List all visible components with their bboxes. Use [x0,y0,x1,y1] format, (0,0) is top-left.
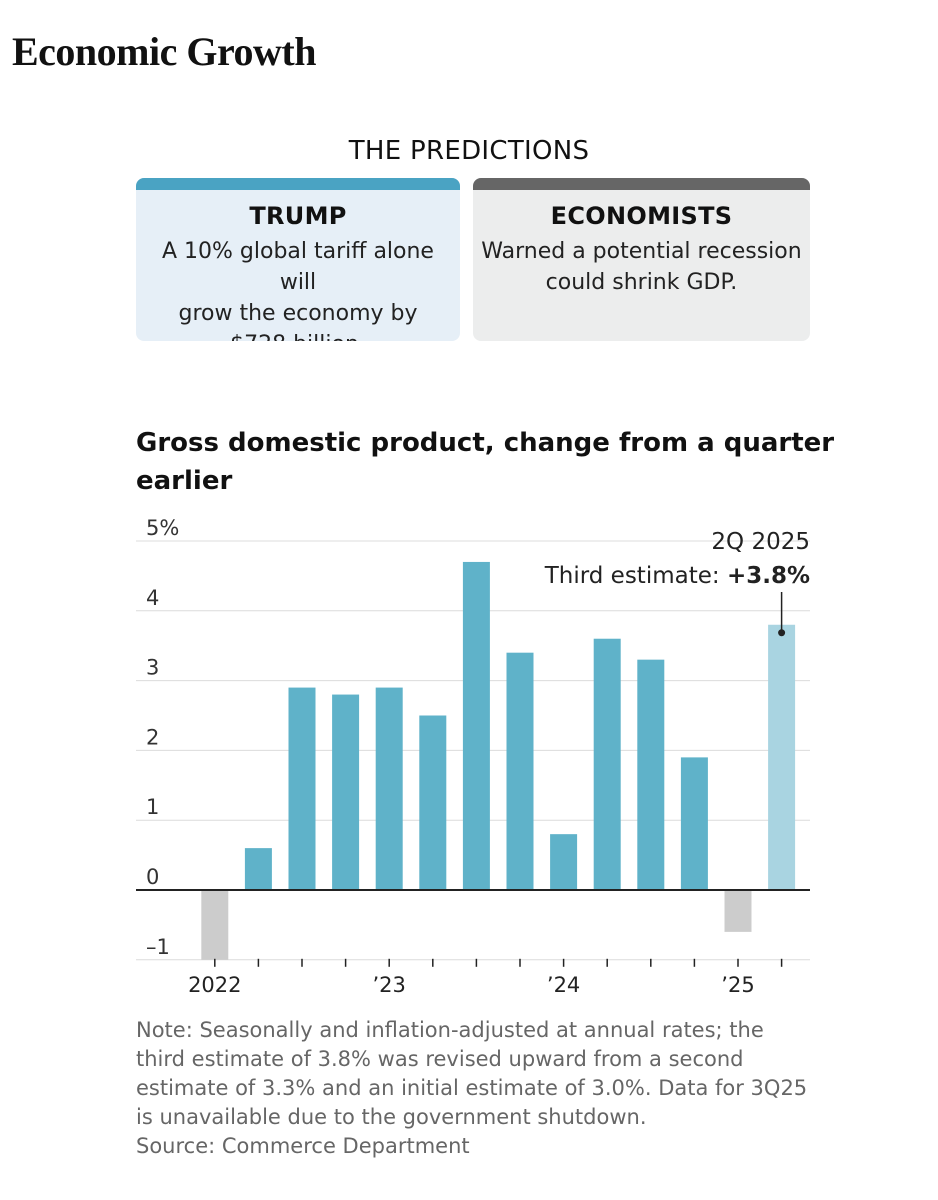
bar [550,834,578,890]
note-line: third estimate of 3.8% was revised upwar… [136,1047,744,1071]
bar [680,757,708,890]
y-tick-label: –1 [146,935,170,959]
y-tick-label: 5% [146,516,179,540]
annotation-dot [778,629,786,637]
predictions-title: THE PREDICTIONS [348,136,590,166]
note-line: Note: Seasonally and inflation-adjusted … [136,1018,764,1042]
x-axis-label: ’25 [721,973,754,997]
gdp-bar-chart: 5% 4 3 2 1 0 –1 2022 ’23 ’24 ’25 2Q 2025 Third estim… [136,516,810,997]
bar [506,652,534,890]
bar [201,890,229,960]
economists-card-line: Warned a potential recession [481,239,802,264]
y-tick-label: 1 [146,795,159,819]
trump-card-accent-bar [136,178,460,190]
economists-card-accent-bar [473,178,810,190]
page-headline: Economic Growth [12,29,316,74]
x-axis-label: 2022 [188,973,241,997]
x-axis-label: ’23 [372,973,405,997]
trump-card-line: $728 billion. [142,329,454,341]
bar [593,638,621,890]
bar [288,687,316,890]
annotation-period: 2Q 2025 [711,529,810,555]
note-line: is unavailable due to the government shu… [136,1105,647,1129]
economists-card-text: Warned a potential recession could shrin… [477,236,807,298]
bar [462,561,490,890]
y-tick-label: 3 [146,656,159,680]
y-tick-label: 2 [146,725,159,749]
annotation-estimate-prefix: Third estimate: [544,563,727,589]
economists-card-line: could shrink GDP. [545,270,738,295]
economists-card-label: ECONOMISTS [550,202,733,230]
source-line: Source: Commerce Department [136,1134,470,1158]
annotation-estimate-value: +3.8% [727,563,810,589]
bar [332,694,360,890]
trump-card-text: A 10% global tariff alone will grow the … [142,236,454,341]
chart-title-line: earlier [136,466,233,496]
bar [724,890,752,932]
bar [244,848,272,890]
chart-title: Gross domestic product, change from a qu… [136,424,836,500]
y-tick-label: 4 [146,586,159,610]
bar [637,659,665,890]
trump-card-label: TRUMP [249,202,347,230]
chart-note: Note: Seasonally and inflation-adjusted … [136,1016,836,1161]
x-axis-label: ’24 [547,973,580,997]
annotation-estimate: Third estimate: +3.8% [544,563,810,589]
bar [768,624,796,890]
economists-prediction-card: ECONOMISTS Warned a potential recession … [473,178,810,341]
bar [419,715,447,890]
chart-title-line: Gross domestic product, change from a qu… [136,428,835,458]
note-line: estimate of 3.3% and an initial estimate… [136,1076,808,1100]
trump-card-line: grow the economy by [178,301,418,326]
y-tick-label: 0 [146,865,159,889]
trump-prediction-card: TRUMP A 10% global tariff alone will gro… [136,178,460,341]
bar [375,687,403,890]
trump-card-line: A 10% global tariff alone will [162,239,434,295]
